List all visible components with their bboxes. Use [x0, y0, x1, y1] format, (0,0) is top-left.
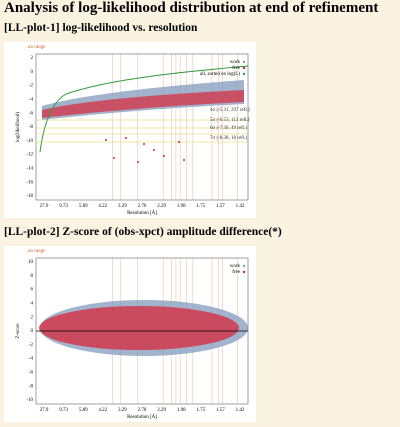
x-tick-label: 1.57 — [216, 204, 225, 209]
annotation: 5σ (-6.53, 113 refl.) — [210, 118, 250, 123]
legend-label: work — [230, 264, 241, 269]
legend-swatch — [242, 264, 246, 268]
section-heading: [LL-plot-1] log-likelihood vs. resolutio… — [4, 22, 198, 34]
y-tick-label: -8 — [29, 125, 34, 130]
x-axis-label: Resolution [Å] — [127, 210, 157, 216]
y-tick-label: -6 — [29, 371, 34, 376]
y-tick-label: -12 — [26, 153, 33, 158]
x-tick-label: 1.75 — [196, 204, 205, 209]
y-tick-label: -6 — [29, 111, 34, 116]
legend-swatch — [242, 72, 246, 76]
x-tick-label: 1.98 — [177, 408, 186, 413]
x-tick-label: 4.22 — [98, 408, 107, 413]
plot-frame — [35, 53, 249, 201]
legend-swatch — [242, 60, 246, 64]
outlier — [163, 155, 165, 157]
x-tick-label: 3.29 — [118, 408, 127, 413]
outlier — [143, 143, 145, 145]
x-tick-label: 3.29 — [118, 204, 127, 209]
outlier — [153, 149, 155, 151]
x-tick-label: 2.29 — [157, 204, 166, 209]
page-title: Analysis of log-likelihood distribution … — [4, 0, 379, 16]
point-cloud — [42, 90, 244, 118]
y-tick-label: 6 — [31, 288, 34, 293]
y-tick-label: -10 — [26, 398, 33, 403]
y-tick-label: -2 — [29, 343, 34, 348]
y-tick-label: -4 — [29, 357, 34, 362]
x-tick-label: 1.42 — [236, 408, 245, 413]
outlier — [178, 141, 180, 143]
x-tick-label: 27.9 — [40, 408, 49, 413]
y-tick-label: 2 — [31, 315, 34, 320]
outlier — [137, 161, 139, 163]
x-axis-label: Resolution [Å] — [127, 414, 157, 420]
x-tick-label: 4.22 — [98, 204, 107, 209]
y-tick-label: 8 — [31, 274, 34, 279]
outlier — [125, 137, 127, 139]
x-tick-label: 2.29 — [157, 408, 166, 413]
y-tick-label: -10 — [26, 139, 33, 144]
y-tick-label: -8 — [29, 384, 34, 389]
plot: no range 4σ (-5.31, 297 refl.) 5σ (-6.53, … — [4, 42, 256, 218]
plot-frame — [35, 257, 249, 405]
range-note: no range — [28, 249, 46, 254]
outlier — [183, 159, 185, 161]
y-tick-label: -14 — [26, 167, 33, 172]
x-tick-label: 2.70 — [138, 204, 147, 209]
legend-swatch — [242, 270, 246, 274]
x-tick-label: 9.73 — [59, 204, 68, 209]
x-tick-label: 1.98 — [177, 204, 186, 209]
x-tick-label: 1.75 — [196, 408, 205, 413]
y-tick-label: 0 — [31, 329, 34, 334]
range-note: no range — [28, 45, 46, 50]
annotation: 6σ (-7.36, 49 refl.) — [210, 126, 247, 131]
plot: no range 10 8 6 4 2 0 -2 -4 -6 -8 -10 27.9 9.73 5.89 4.… — [4, 246, 256, 422]
section-heading: [LL-plot-2] Z-score of (obs-xpct) amplit… — [4, 226, 282, 238]
x-tick-label: 1.57 — [216, 408, 225, 413]
x-tick-label: 27.9 — [40, 204, 49, 209]
point-cloud — [39, 306, 239, 350]
legend-label: work — [230, 60, 241, 65]
x-tick-label: 1.42 — [236, 204, 245, 209]
y-tick-label: 4 — [31, 302, 34, 307]
x-tick-label: 2.70 — [138, 408, 147, 413]
y-tick-label: -4 — [29, 98, 34, 103]
y-tick-label: 10 — [28, 260, 34, 265]
legend-label: all, sorted on log(L) — [200, 72, 240, 77]
annotation: 4σ (-5.31, 297 refl.) — [210, 108, 250, 113]
x-tick-label: 9.73 — [59, 408, 68, 413]
outlier — [105, 139, 107, 141]
x-tick-label: 5.89 — [79, 408, 88, 413]
outlier — [113, 157, 115, 159]
y-tick-label: -16 — [26, 180, 33, 185]
green-curve — [39, 65, 249, 153]
legend-swatch — [242, 66, 246, 70]
legend-label: free — [232, 270, 241, 275]
y-axis-label: log(likelihood) — [16, 112, 21, 142]
y-tick-label: -18 — [26, 194, 33, 199]
y-tick-label: -2 — [29, 84, 34, 89]
annotation: 7σ (-8.38, 18 refl.) — [210, 136, 247, 141]
y-axis-label: Z-score — [16, 323, 21, 339]
legend-label: free — [232, 66, 241, 71]
y-tick-label: 2 — [31, 56, 34, 61]
x-tick-label: 5.89 — [79, 204, 88, 209]
y-tick-label: 0 — [31, 70, 34, 75]
